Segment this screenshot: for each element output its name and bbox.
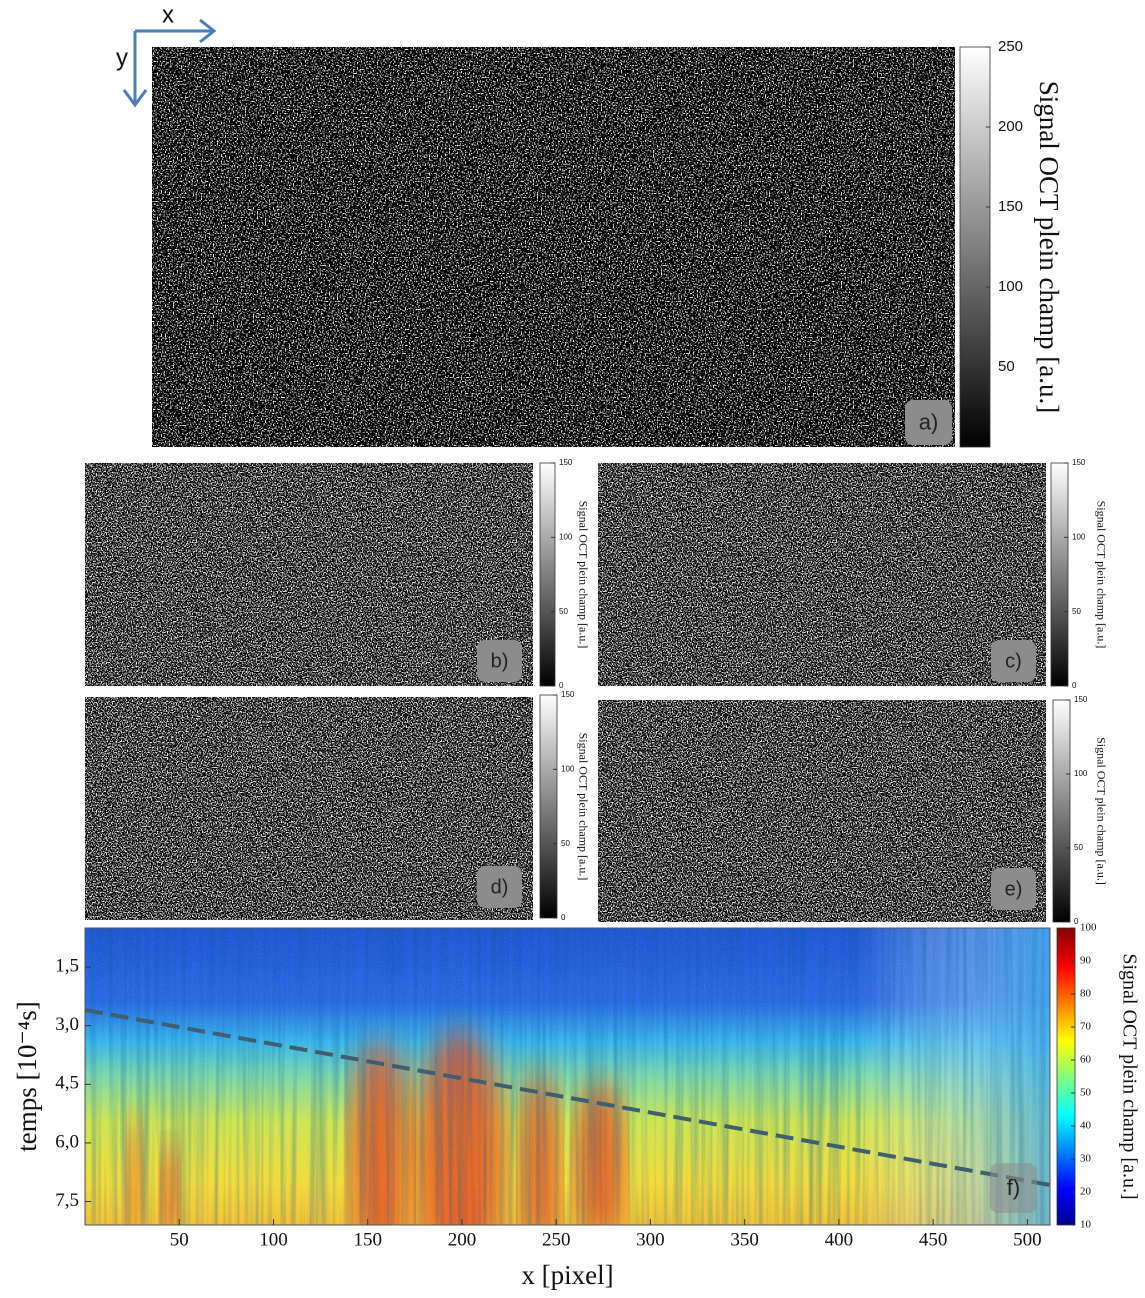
- speckle-image: [598, 463, 1046, 686]
- colorbar-tick-label: 150: [1072, 458, 1086, 467]
- colorbar-tick-label: 30: [1080, 1153, 1092, 1165]
- colorbar: [539, 462, 556, 687]
- panel-label: c): [1005, 650, 1022, 672]
- colorbar: [1052, 699, 1071, 923]
- colorbar-label: Signal OCT plein champ [a.u.]: [1118, 953, 1140, 1199]
- colorbar-tick-label: 10: [1080, 1219, 1092, 1231]
- colorbar: [539, 694, 558, 919]
- panel-label: d): [491, 876, 509, 898]
- y-tick-label: 4,5: [55, 1073, 79, 1094]
- colorbar-label: Signal OCT plein champ [a.u.]: [576, 733, 590, 881]
- colorbar-tick-label: 0: [559, 681, 564, 690]
- panel-label-box: [905, 400, 952, 445]
- colorbar-tick-label: 50: [998, 358, 1015, 375]
- x-tick-label: 50: [170, 1229, 189, 1250]
- panel-label-box: [991, 868, 1036, 910]
- y-axis-label: temps [10⁻⁴s]: [12, 1001, 42, 1151]
- colorbar-tick-label: 70: [1080, 1021, 1092, 1033]
- colorbar-tick-label: 100: [1074, 769, 1088, 778]
- colorbar-tick-label: 150: [1074, 695, 1088, 704]
- speckle-image: [152, 47, 955, 447]
- panel-label-box: [990, 1163, 1037, 1213]
- panel-label-box: [477, 640, 522, 682]
- colorbar: [1050, 462, 1069, 687]
- panel-label: a): [919, 409, 939, 434]
- y-tick-label: 7,5: [55, 1190, 79, 1211]
- panel-label-box: [991, 640, 1036, 682]
- panel-label: e): [1005, 878, 1023, 900]
- x-tick-label: 150: [353, 1229, 382, 1250]
- speckle-image: [85, 697, 533, 920]
- colorbar-tick-label: 100: [998, 278, 1023, 295]
- x-tick-label: 250: [542, 1229, 571, 1250]
- x-tick-label: 500: [1013, 1229, 1042, 1250]
- x-axis-label: x [pixel]: [521, 1260, 613, 1290]
- colorbar-tick-label: 80: [1080, 988, 1092, 1000]
- colorbar-tick-label: 0: [1072, 681, 1077, 690]
- colorbar-tick-label: 150: [998, 198, 1023, 215]
- colorbar-tick-label: 200: [998, 118, 1023, 135]
- front-line: [85, 1008, 1050, 1187]
- panel-label: f): [1007, 1175, 1020, 1200]
- x-tick-label: 100: [259, 1229, 288, 1250]
- colorbar-tick-label: 50: [1080, 1087, 1092, 1099]
- colorbar-label: Signal OCT plein champ [a.u.]: [1094, 737, 1108, 885]
- colorbar-tick-label: 100: [559, 532, 573, 541]
- x-tick-label: 350: [730, 1229, 759, 1250]
- speckle-image: [85, 463, 533, 686]
- colorbar-tick-label: 50: [1074, 843, 1083, 852]
- colorbar-tick-label: 0: [561, 913, 566, 922]
- colorbar-label: Signal OCT plein champ [a.u.]: [1034, 81, 1064, 413]
- colorbar-tick-label: 40: [1080, 1120, 1092, 1132]
- y-tick-label: 1,5: [55, 955, 79, 976]
- panel-label-box: [477, 866, 522, 908]
- colorbar: [959, 46, 991, 448]
- colorbar-tick-label: 90: [1080, 955, 1092, 967]
- colorbar: [1056, 927, 1076, 1226]
- y-tick-label: 6,0: [55, 1131, 79, 1152]
- colorbar-tick-label: 150: [561, 690, 575, 699]
- colorbar-tick-label: 100: [561, 764, 575, 773]
- colorbar-tick-label: 20: [1080, 1186, 1092, 1198]
- speckle-image: [598, 700, 1046, 922]
- colorbar-tick-label: 100: [1080, 922, 1097, 934]
- y-tick-label: 3,0: [55, 1014, 79, 1035]
- colorbar-tick-label: 60: [1080, 1054, 1092, 1066]
- x-tick-label: 300: [636, 1229, 665, 1250]
- colorbar-tick-label: 250: [998, 38, 1023, 55]
- colorbar-tick-label: 50: [559, 607, 568, 616]
- colorbar-tick-label: 50: [1072, 607, 1081, 616]
- colorbar-label: Signal OCT plein champ [a.u.]: [1094, 501, 1108, 649]
- arrow-label: x: [162, 1, 174, 28]
- x-tick-label: 400: [825, 1229, 854, 1250]
- x-tick-label: 450: [919, 1229, 948, 1250]
- colorbar-tick-label: 50: [561, 839, 570, 848]
- colorbar-label: Signal OCT plein champ [a.u.]: [576, 501, 590, 649]
- x-tick-label: 200: [448, 1229, 477, 1250]
- plot-frame: [84, 927, 1051, 1226]
- heatmap-grain: [85, 928, 1050, 1225]
- colorbar-tick-label: 150: [559, 458, 573, 467]
- panel-label: b): [491, 650, 509, 672]
- colorbar-tick-label: 100: [1072, 532, 1086, 541]
- axis-arrows: [122, 18, 217, 108]
- heatmap: [85, 928, 1050, 1225]
- arrow-label: y: [116, 44, 128, 71]
- colorbar-tick-label: 0: [1074, 917, 1079, 926]
